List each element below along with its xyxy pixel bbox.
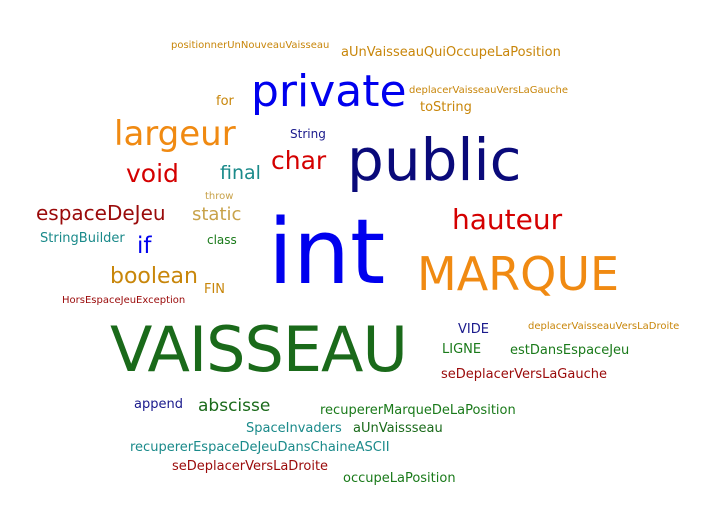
word-FIN: FIN (204, 282, 226, 297)
word-private: private (251, 66, 407, 117)
word-final: final (220, 162, 261, 184)
word-static: static (192, 204, 242, 225)
word-seDeplacerVersLaGauche: seDeplacerVersLaGauche (441, 367, 607, 382)
word-boolean: boolean (110, 264, 198, 289)
word-throw: throw (205, 191, 234, 202)
word-recupererEspaceDeJeuDansChaineASCII: recupererEspaceDeJeuDansChaineASCII (130, 440, 390, 455)
word-char: char (271, 146, 327, 175)
word-estDansEspaceJeu: estDansEspaceJeu (510, 343, 630, 358)
word-MARQUE: MARQUE (417, 247, 620, 301)
word-abscisse: abscisse (198, 396, 271, 416)
word-occupeLaPosition: occupeLaPosition (343, 471, 456, 486)
word-HorsEspaceJeuException: HorsEspaceJeuException (62, 295, 186, 306)
word-if: if (137, 233, 152, 259)
word-for: for (216, 94, 234, 109)
word-aUnVaisseauQuiOccupeLaPosition: aUnVaisseauQuiOccupeLaPosition (341, 45, 561, 60)
word-append: append (134, 397, 183, 412)
word-VIDE: VIDE (458, 322, 489, 337)
word-int: int (268, 200, 386, 305)
word-SpaceInvaders: SpaceInvaders (246, 421, 342, 436)
word-seDeplacerVersLaDroite: seDeplacerVersLaDroite (172, 459, 329, 474)
word-class: class (207, 233, 237, 247)
word-deplacerVaisseauVersLaGauche: deplacerVaisseauVersLaGauche (409, 85, 568, 96)
word-espaceDeJeu: espaceDeJeu (36, 201, 166, 225)
word-largeur: largeur (114, 114, 236, 154)
word-recupererMarqueDeLaPosition: recupererMarqueDeLaPosition (320, 403, 516, 418)
word-deplacerVaisseauVersLaDroite: deplacerVaisseauVersLaDroite (528, 321, 680, 332)
word-void: void (126, 159, 179, 188)
word-toString: toString (420, 100, 472, 115)
word-positionnerUnNouveauVaisseau: positionnerUnNouveauVaisseau (171, 40, 330, 51)
word-String: String (290, 127, 326, 141)
word-StringBuilder: StringBuilder (40, 231, 125, 246)
word-VAISSEAU: VAISSEAU (110, 313, 408, 386)
word-LIGNE: LIGNE (442, 342, 482, 357)
word-aUnVaissseau: aUnVaissseau (353, 421, 443, 436)
word-public: public (347, 126, 522, 194)
word-hauteur: hauteur (452, 203, 563, 236)
